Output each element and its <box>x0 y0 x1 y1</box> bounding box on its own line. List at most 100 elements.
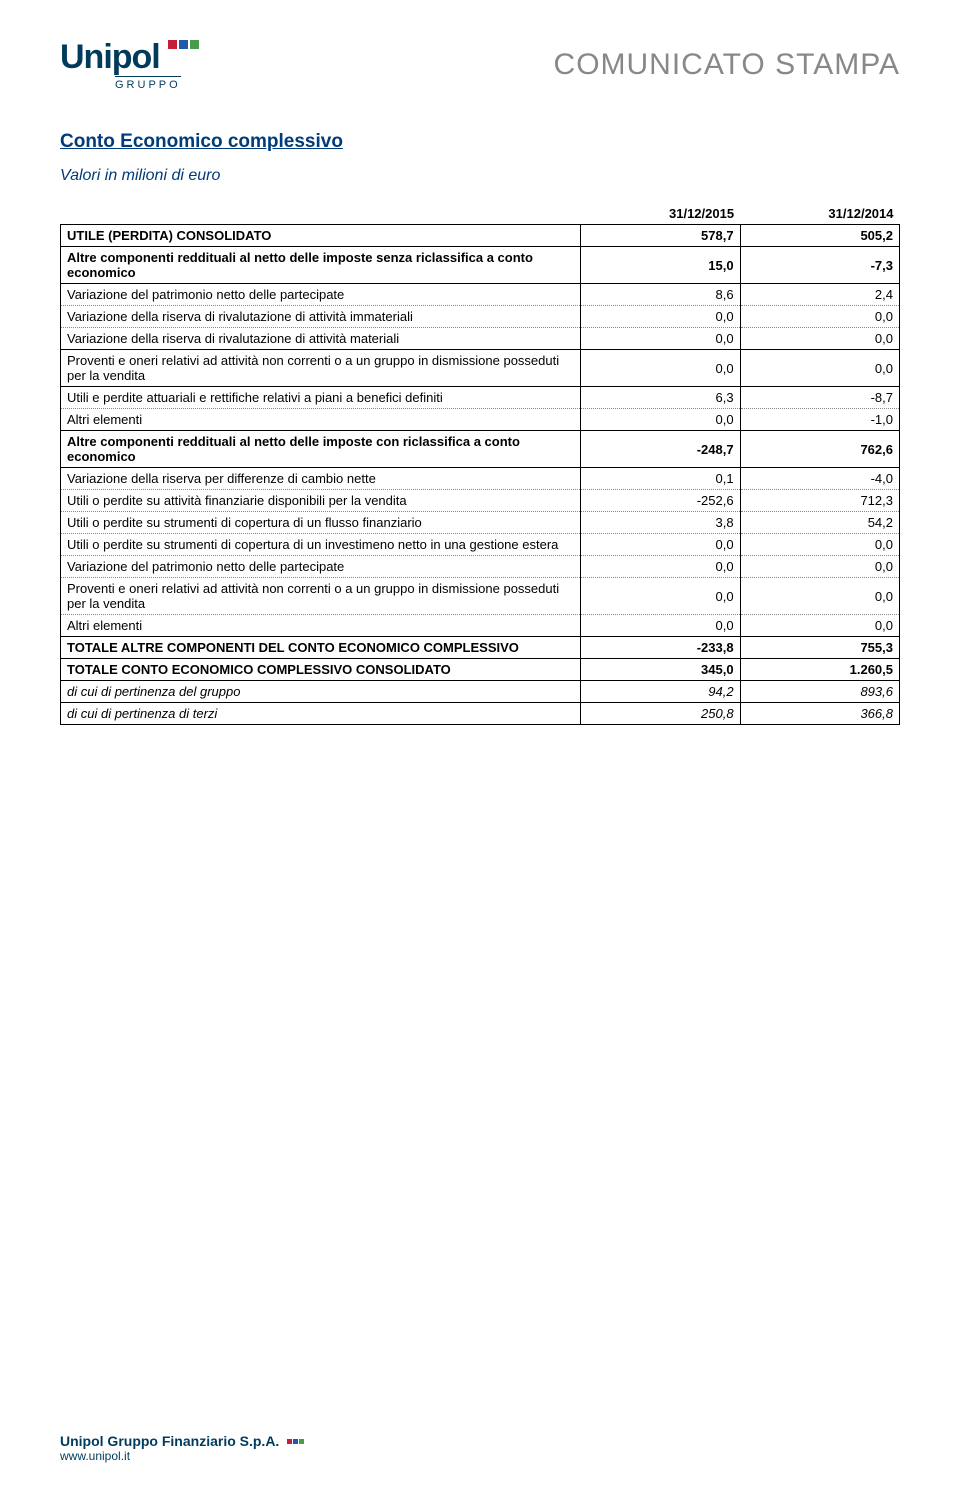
footer-company-row: Unipol Gruppo Finanziario S.p.A. <box>60 1433 304 1449</box>
table-row: Proventi e oneri relativi ad attività no… <box>61 350 900 387</box>
row-value-1: 6,3 <box>581 387 740 409</box>
row-value-2: 2,4 <box>740 284 899 306</box>
banner: COMUNICATO STAMPA <box>554 48 900 82</box>
table-row: Variazione della riserva per differenze … <box>61 468 900 490</box>
row-value-1: 0,0 <box>581 556 740 578</box>
page: Unipol GRUPPO COMUNICATO STAMPA Conto Ec… <box>0 0 960 1503</box>
row-value-2: -8,7 <box>740 387 899 409</box>
row-label: Altre componenti reddituali al netto del… <box>61 247 581 284</box>
row-label: Variazione del patrimonio netto delle pa… <box>61 556 581 578</box>
row-value-2: 0,0 <box>740 578 899 615</box>
table-row: Altre componenti reddituali al netto del… <box>61 431 900 468</box>
logo-squares-icon <box>168 40 199 49</box>
row-value-1: 0,0 <box>581 578 740 615</box>
table-row: Altre componenti reddituali al netto del… <box>61 247 900 284</box>
row-value-1: 94,2 <box>581 681 740 703</box>
row-label: Utili o perdite su attività finanziarie … <box>61 490 581 512</box>
row-value-2: 54,2 <box>740 512 899 534</box>
table-row: Variazione del patrimonio netto delle pa… <box>61 284 900 306</box>
table-body: UTILE (PERDITA) CONSOLIDATO578,7505,2Alt… <box>61 225 900 725</box>
header: Unipol GRUPPO COMUNICATO STAMPA <box>60 40 900 91</box>
col-header-date1: 31/12/2015 <box>581 203 740 225</box>
row-value-1: 345,0 <box>581 659 740 681</box>
row-value-1: -252,6 <box>581 490 740 512</box>
financial-table: 31/12/2015 31/12/2014 UTILE (PERDITA) CO… <box>60 203 900 725</box>
row-label: Altri elementi <box>61 615 581 637</box>
row-value-2: 755,3 <box>740 637 899 659</box>
page-title: Conto Economico complessivo <box>60 131 900 153</box>
row-value-2: 0,0 <box>740 350 899 387</box>
row-label: Utili o perdite su strumenti di copertur… <box>61 534 581 556</box>
table-row: Utili o perdite su attività finanziarie … <box>61 490 900 512</box>
table-row: Utili o perdite su strumenti di copertur… <box>61 512 900 534</box>
row-value-1: 15,0 <box>581 247 740 284</box>
row-label: Altre componenti reddituali al netto del… <box>61 431 581 468</box>
table-row: di cui di pertinenza del gruppo94,2893,6 <box>61 681 900 703</box>
footer-company: Unipol Gruppo Finanziario S.p.A. <box>60 1433 279 1449</box>
row-value-2: 893,6 <box>740 681 899 703</box>
table-row: Altri elementi0,00,0 <box>61 615 900 637</box>
table-row: TOTALE CONTO ECONOMICO COMPLESSIVO CONSO… <box>61 659 900 681</box>
row-label: UTILE (PERDITA) CONSOLIDATO <box>61 225 581 247</box>
row-value-1: 0,0 <box>581 350 740 387</box>
row-label: TOTALE CONTO ECONOMICO COMPLESSIVO CONSO… <box>61 659 581 681</box>
table-row: Variazione del patrimonio netto delle pa… <box>61 556 900 578</box>
row-label: TOTALE ALTRE COMPONENTI DEL CONTO ECONOM… <box>61 637 581 659</box>
row-label: Proventi e oneri relativi ad attività no… <box>61 578 581 615</box>
row-label: Variazione della riserva di rivalutazion… <box>61 306 581 328</box>
row-label: di cui di pertinenza del gruppo <box>61 681 581 703</box>
row-value-2: 1.260,5 <box>740 659 899 681</box>
row-value-1: 250,8 <box>581 703 740 725</box>
row-label: Altri elementi <box>61 409 581 431</box>
row-value-1: -248,7 <box>581 431 740 468</box>
mini-square-icon <box>287 1439 292 1444</box>
table-row: TOTALE ALTRE COMPONENTI DEL CONTO ECONOM… <box>61 637 900 659</box>
row-value-1: 578,7 <box>581 225 740 247</box>
table-row: UTILE (PERDITA) CONSOLIDATO578,7505,2 <box>61 225 900 247</box>
col-header-label <box>61 203 581 225</box>
row-label: Utili o perdite su strumenti di copertur… <box>61 512 581 534</box>
footer-squares-icon <box>287 1439 304 1444</box>
logo: Unipol GRUPPO <box>60 40 199 91</box>
logo-square-icon <box>168 40 177 49</box>
table-row: Altri elementi0,0-1,0 <box>61 409 900 431</box>
row-value-2: 712,3 <box>740 490 899 512</box>
row-label: Utili e perdite attuariali e rettifiche … <box>61 387 581 409</box>
logo-sub: GRUPPO <box>115 76 181 91</box>
footer: Unipol Gruppo Finanziario S.p.A. www.uni… <box>60 1433 900 1463</box>
page-subtitle: Valori in milioni di euro <box>60 167 900 185</box>
table-row: Variazione della riserva di rivalutazion… <box>61 306 900 328</box>
row-value-2: 0,0 <box>740 306 899 328</box>
table-row: Utili o perdite su strumenti di copertur… <box>61 534 900 556</box>
logo-square-icon <box>179 40 188 49</box>
table-row: di cui di pertinenza di terzi250,8366,8 <box>61 703 900 725</box>
row-value-2: 0,0 <box>740 556 899 578</box>
logo-name: Unipol <box>60 38 160 76</box>
row-value-1: 8,6 <box>581 284 740 306</box>
row-value-2: 0,0 <box>740 615 899 637</box>
row-value-2: 762,6 <box>740 431 899 468</box>
table-row: Utili e perdite attuariali e rettifiche … <box>61 387 900 409</box>
footer-url: www.unipol.it <box>60 1449 304 1463</box>
row-value-2: -7,3 <box>740 247 899 284</box>
row-label: Variazione della riserva di rivalutazion… <box>61 328 581 350</box>
table-row: Variazione della riserva di rivalutazion… <box>61 328 900 350</box>
row-value-1: 0,0 <box>581 409 740 431</box>
row-label: di cui di pertinenza di terzi <box>61 703 581 725</box>
row-value-1: 0,0 <box>581 306 740 328</box>
row-value-2: 505,2 <box>740 225 899 247</box>
mini-square-icon <box>293 1439 298 1444</box>
table-row: Proventi e oneri relativi ad attività no… <box>61 578 900 615</box>
row-value-1: 0,1 <box>581 468 740 490</box>
row-value-1: 0,0 <box>581 615 740 637</box>
row-value-2: 0,0 <box>740 534 899 556</box>
row-label: Variazione della riserva per differenze … <box>61 468 581 490</box>
row-value-2: 0,0 <box>740 328 899 350</box>
row-value-2: -1,0 <box>740 409 899 431</box>
row-value-2: 366,8 <box>740 703 899 725</box>
row-value-1: 3,8 <box>581 512 740 534</box>
row-value-1: 0,0 <box>581 534 740 556</box>
row-value-1: -233,8 <box>581 637 740 659</box>
row-value-2: -4,0 <box>740 468 899 490</box>
logo-square-icon <box>190 40 199 49</box>
